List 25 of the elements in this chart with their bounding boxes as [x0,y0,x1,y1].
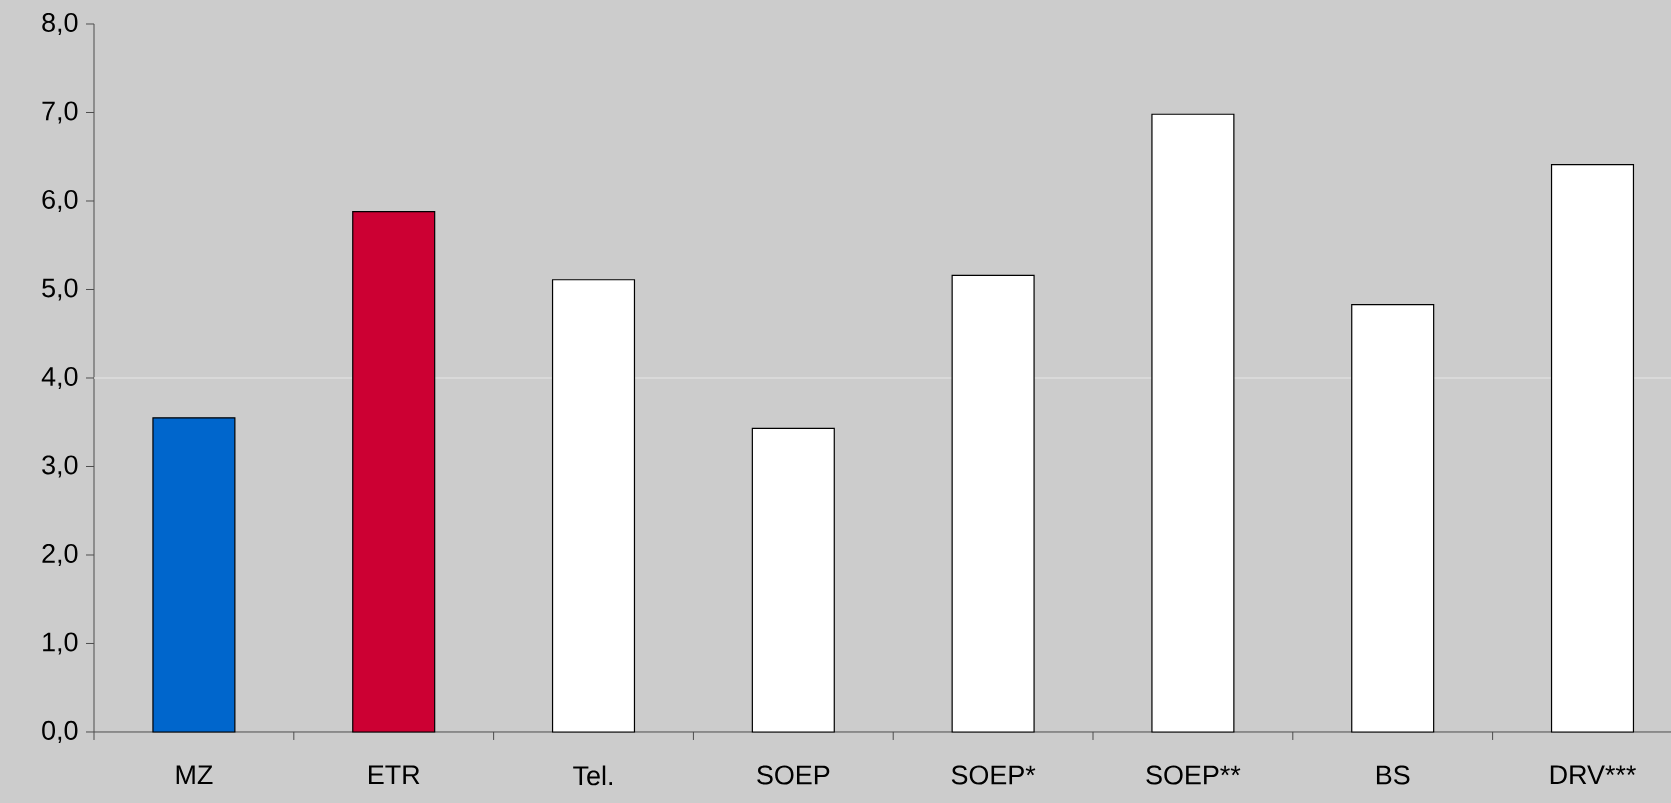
bar [152,417,236,733]
bar [751,427,835,733]
bar [1550,164,1635,733]
bar [352,211,436,733]
y-tick-label: 6,0 [42,189,78,213]
x-tick-label: DRV*** [1550,765,1636,785]
bar [951,274,1035,733]
x-tick-label: BS [1376,765,1410,785]
x-tick-label: SOEP* [951,765,1036,785]
bar [1151,113,1235,733]
y-tick-label: 4,0 [41,366,78,390]
y-tick-label: 3,0 [42,455,78,478]
y-tick-label: 5,0 [42,278,78,301]
bar [551,279,636,733]
x-tick-label: SOEP** [1146,765,1241,785]
x-tick-label: ETR [369,765,420,785]
x-tick-label: MZ [176,765,213,785]
bar [1351,303,1435,733]
x-tick-label: Tel. [573,765,612,786]
y-tick-label: 0,0 [42,720,78,744]
y-tick-label: 8,0 [42,12,78,36]
y-tick-label: 7,0 [42,101,78,124]
y-tick-label: 1,0 [43,632,78,655]
x-tick-label: SOEP [757,765,830,785]
y-tick-label: 2,0 [42,543,78,567]
